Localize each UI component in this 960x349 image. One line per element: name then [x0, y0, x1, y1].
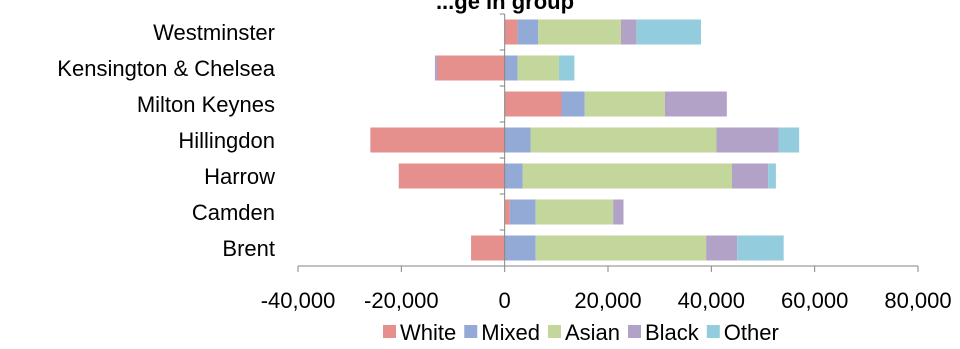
bar-mixed-brent [504, 235, 536, 261]
bar-asian-brent [535, 235, 707, 261]
x-tick-label: 0 [499, 288, 511, 313]
chart-title: ...ge in group [436, 0, 574, 14]
category-label: Brent [222, 236, 275, 261]
bar-other-harrow [768, 163, 776, 189]
bar-black-kensington-chelsea [434, 55, 438, 81]
x-tick-label: 80,000 [884, 288, 951, 313]
x-tick-label: -20,000 [364, 288, 439, 313]
bar-other-westminster [636, 19, 701, 45]
legend-label-black: Black [645, 320, 700, 345]
category-label: Milton Keynes [137, 92, 275, 117]
category-label: Camden [192, 200, 275, 225]
legend-label-other: Other [724, 320, 779, 345]
x-tick-label: 60,000 [781, 288, 848, 313]
bar-black-westminster [620, 19, 637, 45]
x-tick-label: 40,000 [678, 288, 745, 313]
bar-mixed-kensington-chelsea [504, 55, 518, 81]
axes-group [297, 13, 919, 272]
x-tick-label: -40,000 [261, 288, 336, 313]
bar-white-camden [504, 199, 510, 225]
bar-white-kensington-chelsea [437, 55, 505, 81]
bar-asian-kensington-chelsea [517, 55, 559, 81]
bar-white-brent [471, 235, 505, 261]
bar-mixed-westminster [517, 19, 539, 45]
category-label: Westminster [153, 20, 275, 45]
bar-asian-westminster [538, 19, 621, 45]
bar-black-harrow [732, 163, 769, 189]
category-label: Kensington & Chelsea [57, 56, 275, 81]
bar-white-hillingdon [370, 127, 505, 153]
bar-asian-camden [535, 199, 614, 225]
bar-asian-hillingdon [530, 127, 717, 153]
bar-black-camden [613, 199, 624, 225]
bar-mixed-camden [509, 199, 536, 225]
bar-other-kensington-chelsea [558, 55, 575, 81]
bar-other-brent [737, 235, 784, 261]
legend-swatch-asian [547, 325, 561, 338]
category-labels: Westminster Kensington & Chelsea Milton Ke… [57, 20, 275, 261]
bar-mixed-hillingdon [504, 127, 531, 153]
legend-swatch-white [383, 325, 396, 338]
legend: White Mixed Asian Black Other [383, 320, 779, 345]
x-tick-label: 20,000 [574, 288, 641, 313]
category-label: Harrow [204, 164, 275, 189]
category-label: Hillingdon [178, 128, 275, 153]
bar-white-harrow [398, 163, 505, 189]
bar-asian-harrow [522, 163, 732, 189]
bar-white-westminster [504, 19, 518, 45]
bars-group [370, 19, 800, 261]
bar-black-hillingdon [716, 127, 779, 153]
bar-mixed-harrow [504, 163, 523, 189]
bar-mixed-milton-keynes [561, 91, 585, 117]
bar-other-hillingdon [778, 127, 800, 153]
legend-swatch-other [706, 325, 720, 338]
legend-swatch-mixed [464, 325, 478, 338]
bar-asian-milton-keynes [584, 91, 665, 117]
bar-black-milton-keynes [664, 91, 727, 117]
bar-white-milton-keynes [504, 91, 562, 117]
legend-label-mixed: Mixed [481, 320, 540, 345]
legend-label-white: White [400, 320, 456, 345]
bar-black-brent [706, 235, 738, 261]
legend-label-asian: Asian [565, 320, 620, 345]
legend-swatch-black [627, 325, 641, 338]
x-tick-labels: -40,000 -20,000 0 20,000 40,000 60,000 80,000 [261, 288, 952, 313]
